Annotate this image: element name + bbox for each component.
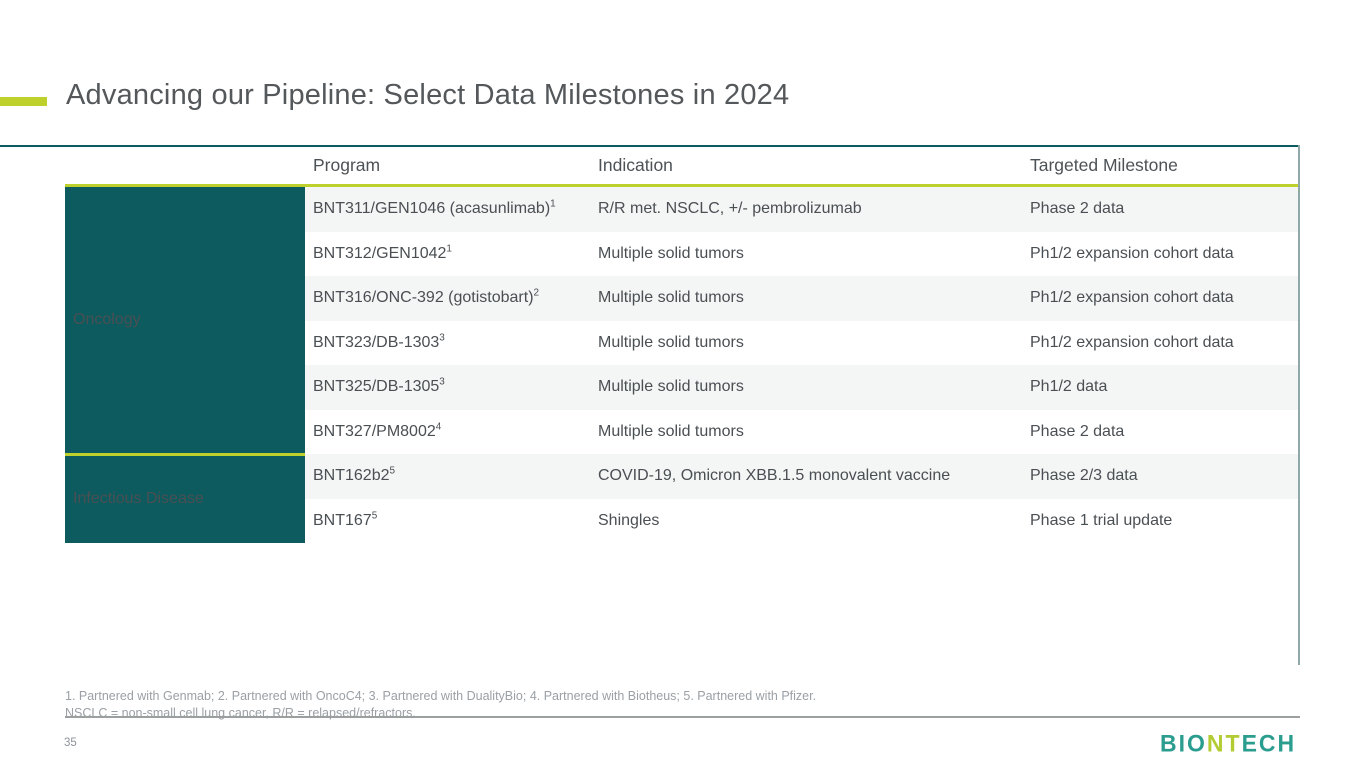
title-accent-bar (0, 97, 47, 106)
biontech-logo: BIONTECH (1160, 729, 1296, 757)
category-cell-oncology: Oncology (65, 187, 305, 454)
program-text: BNT167 (313, 511, 372, 529)
footnote-line-1: 1. Partnered with Genmab; 2. Partnered w… (65, 689, 817, 703)
footnote-ref: 1 (446, 243, 452, 255)
page-number: 35 (64, 737, 77, 749)
cell-indication: COVID-19, Omicron XBB.1.5 monovalent vac… (590, 454, 1022, 499)
footer-divider (65, 716, 1300, 718)
cell-program: BNT312/GEN10421 (305, 231, 590, 276)
table-row: BNT312/GEN10421 Multiple solid tumors Ph… (65, 231, 1300, 276)
column-header-indication: Indication (598, 155, 673, 175)
column-header-program: Program (313, 155, 381, 175)
cell-program: BNT162b25 (305, 454, 590, 499)
cell-program: BNT316/ONC-392 (gotistobart)2 (305, 276, 590, 321)
program-text: BNT325/DB-1305 (313, 378, 440, 396)
footnote-ref: 4 (435, 421, 442, 433)
header-underline (65, 184, 1300, 187)
table-row: Infectious Disease BNT162b25 COVID-19, O… (65, 452, 1300, 543)
footnote-ref: 2 (533, 287, 540, 299)
table-row: BNT323/DB-13033 Multiple solid tumors Ph… (65, 320, 1300, 365)
logo-part-bio: BIO (1160, 729, 1207, 757)
cell-program: BNT1675 (305, 498, 590, 543)
footnote-ref: 3 (439, 376, 445, 388)
table-row: BNT325/DB-13053 Multiple solid tumors Ph… (65, 365, 1300, 410)
category-cell-infectious-disease: Infectious Disease (65, 452, 305, 543)
cell-milestone: Phase 2 data (1022, 187, 1300, 232)
cell-indication: Multiple solid tumors (590, 231, 1022, 276)
cell-milestone: Phase 2 data (1022, 409, 1300, 454)
program-text: BNT312/GEN1042 (313, 244, 447, 262)
cell-milestone: Ph1/2 expansion cohort data (1022, 276, 1300, 321)
program-text: BNT316/ONC-392 (gotistobart) (313, 289, 534, 307)
cell-milestone: Phase 1 trial update (1022, 498, 1300, 543)
logo-part-ech: ECH (1241, 729, 1297, 757)
footnote-ref: 5 (389, 465, 396, 477)
footnote-line-2: NSCLC = non-small cell lung cancer, R/R … (65, 705, 416, 720)
cell-milestone: Ph1/2 data (1022, 365, 1300, 410)
cell-indication: Multiple solid tumors (590, 365, 1022, 410)
logo-part-nt: NT (1206, 729, 1242, 757)
cell-program: BNT327/PM80024 (305, 409, 590, 454)
pipeline-table: Oncology BNT311/GEN1046 (acasunlimab)1 R… (65, 187, 1300, 543)
footnote-ref: 5 (371, 510, 378, 522)
cell-indication: Multiple solid tumors (590, 409, 1022, 454)
program-text: BNT162b2 (313, 467, 390, 485)
cell-indication: Shingles (590, 498, 1022, 543)
cell-indication: Multiple solid tumors (590, 276, 1022, 321)
table-row: BNT327/PM80024 Multiple solid tumors Pha… (65, 409, 1300, 454)
table-row: Oncology BNT311/GEN1046 (acasunlimab)1 R… (65, 187, 1300, 454)
cell-indication: R/R met. NSCLC, +/- pembrolizumab (590, 187, 1022, 232)
footnote-ref: 3 (439, 332, 445, 344)
cell-program: BNT323/DB-13033 (305, 320, 590, 365)
program-text: BNT327/PM8002 (313, 422, 436, 440)
cell-program: BNT311/GEN1046 (acasunlimab)1 (305, 187, 590, 232)
table-header-row: Program Indication Targeted Milestone (65, 147, 1300, 184)
table-row: BNT1675 Shingles Phase 1 trial update (65, 498, 1300, 543)
cell-milestone: Phase 2/3 data (1022, 454, 1300, 499)
footnote-ref: 1 (550, 198, 556, 210)
table-row: BNT316/ONC-392 (gotistobart)2 Multiple s… (65, 276, 1300, 321)
cell-milestone: Ph1/2 expansion cohort data (1022, 231, 1300, 276)
table-top-border (0, 145, 1300, 147)
cell-milestone: Ph1/2 expansion cohort data (1022, 320, 1300, 365)
cell-program: BNT325/DB-13053 (305, 365, 590, 410)
program-text: BNT323/DB-1303 (313, 333, 440, 351)
program-text: BNT311/GEN1046 (acasunlimab) (313, 200, 551, 218)
column-header-milestone: Targeted Milestone (1030, 155, 1178, 175)
page-title: Advancing our Pipeline: Select Data Mile… (66, 79, 790, 111)
cell-indication: Multiple solid tumors (590, 320, 1022, 365)
table-right-border (1298, 145, 1300, 665)
